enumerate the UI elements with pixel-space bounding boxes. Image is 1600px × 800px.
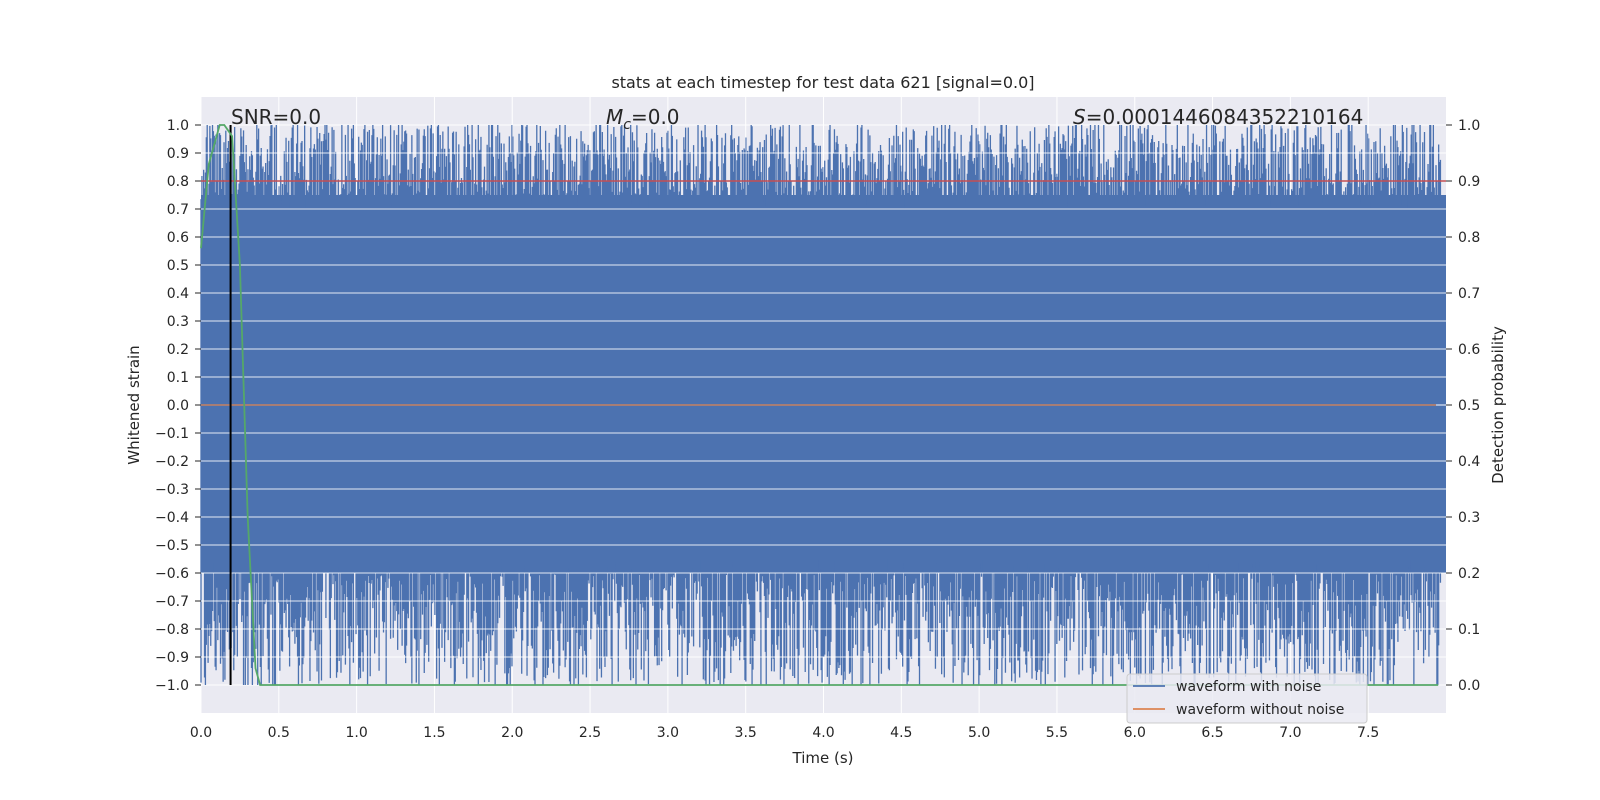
x-tick-label: 3.0 — [657, 725, 679, 741]
s-value: =0.0001446084352210164 — [1086, 105, 1364, 129]
y-left-tick-label: −0.6 — [155, 566, 189, 582]
mc-value: =0.0 — [631, 105, 680, 129]
x-tick-label: 0.5 — [268, 725, 290, 741]
y-right-tick-label: 0.1 — [1458, 622, 1480, 638]
y-left-tick-label: 0.0 — [167, 398, 189, 414]
y-left-tick-label: −1.0 — [155, 678, 189, 694]
y-left-tick-label: 0.2 — [167, 342, 189, 358]
y-right-tick-label: 0.2 — [1458, 566, 1480, 582]
y-left-tick-label: 0.8 — [167, 174, 189, 190]
y-left-tick-label: 1.0 — [167, 118, 189, 134]
x-tick-label: 7.5 — [1357, 725, 1379, 741]
left-axis-label: Whitened strain — [125, 345, 143, 464]
y-left-tick-label: −0.1 — [155, 426, 189, 442]
overlays — [200, 97, 1446, 686]
x-tick-label: 1.5 — [423, 725, 445, 741]
axes: 0.0 0.5 1.0 1.5 2.0 2.5 3.0 3.5 4.0 4.5 5.0 5.5 6.0 6… — [155, 118, 1480, 741]
x-tick-label: 2.5 — [579, 725, 601, 741]
x-tick-label: 6.0 — [1124, 725, 1146, 741]
y-right-tick-label: 0.9 — [1458, 174, 1480, 190]
legend-label-clean: waveform without noise — [1176, 702, 1344, 718]
x-tick-label: 4.0 — [812, 725, 834, 741]
waveform-with-noise-series — [200, 125, 1446, 685]
legend: waveform with noise waveform without noi… — [1126, 673, 1368, 724]
y-right-tick-label: 0.7 — [1458, 286, 1480, 302]
y-left-tick-label: 0.4 — [167, 286, 189, 302]
mc-subscript: c — [623, 117, 631, 133]
y-left-tick-label: 0.7 — [167, 202, 189, 218]
y-left-tick-label: 0.6 — [167, 230, 189, 246]
x-tick-label: 0.0 — [190, 725, 212, 741]
y-left-tick-label: −0.2 — [155, 454, 189, 470]
y-left-tick-label: −0.9 — [155, 650, 189, 666]
x-tick-label: 1.0 — [345, 725, 367, 741]
x-tick-label: 5.0 — [968, 725, 990, 741]
x-tick-label: 4.5 — [890, 725, 912, 741]
legend-box — [1126, 673, 1368, 724]
x-tick-label: 2.0 — [501, 725, 523, 741]
x-tick-label: 6.5 — [1201, 725, 1223, 741]
x-tick-label: 5.5 — [1046, 725, 1068, 741]
y-left-tick-label: 0.1 — [167, 370, 189, 386]
s-annotation: S=0.0001446084352210164 — [1073, 105, 1363, 129]
y-left-tick-label: 0.5 — [167, 258, 189, 274]
y-right-tick-label: 1.0 — [1458, 118, 1480, 134]
y-left-tick-label: −0.4 — [155, 510, 189, 526]
y-right-tick-label: 0.5 — [1458, 398, 1480, 414]
right-axis-label: Detection probability — [1489, 326, 1507, 484]
y-left-tick-label: 0.3 — [167, 314, 189, 330]
x-axis-label: Time (s) — [792, 749, 854, 767]
s-symbol: S — [1073, 105, 1086, 129]
mc-symbol: M — [606, 105, 623, 129]
chirp-mass-annotation: Mc=0.0 — [606, 105, 680, 133]
snr-annotation: SNR=0.0 — [231, 105, 321, 129]
y-left-tick-label: −0.7 — [155, 594, 189, 610]
chart-title: stats at each timestep for test data 621… — [611, 73, 1034, 92]
y-left-tick-label: −0.3 — [155, 482, 189, 498]
x-tick-label: 3.5 — [735, 725, 757, 741]
y-right-tick-label: 0.8 — [1458, 230, 1480, 246]
y-right-tick-label: 0.0 — [1458, 678, 1480, 694]
y-left-tick-label: −0.8 — [155, 622, 189, 638]
y-right-tick-label: 0.6 — [1458, 342, 1480, 358]
legend-label-noise: waveform with noise — [1176, 679, 1321, 695]
y-left-tick-label: 0.9 — [167, 146, 189, 162]
y-left-tick-label: −0.5 — [155, 538, 189, 554]
detection-probability-line — [200, 124, 1439, 686]
y-right-tick-label: 0.3 — [1458, 510, 1480, 526]
x-tick-label: 7.0 — [1279, 725, 1301, 741]
y-right-tick-label: 0.4 — [1458, 454, 1480, 470]
